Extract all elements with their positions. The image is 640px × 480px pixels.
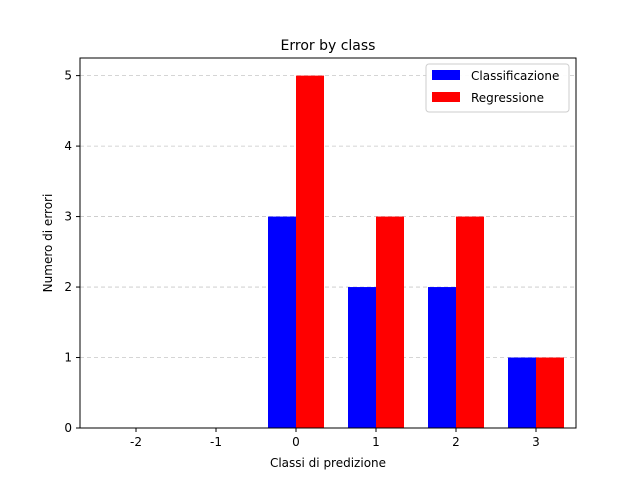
bar-classificazione-2	[428, 287, 456, 428]
x-tick-label: -1	[210, 435, 222, 449]
y-axis-label: Numero di errori	[41, 194, 55, 293]
legend-label-regressione: Regressione	[471, 91, 544, 105]
x-axis-label: Classi di predizione	[270, 456, 386, 470]
bar-regressione-0	[296, 75, 324, 428]
bar-classificazione-0	[268, 216, 296, 428]
y-tick-label: 5	[64, 69, 72, 83]
x-axis-ticks: -2 -1 0 1 2 3	[130, 428, 540, 449]
y-axis-ticks: 0 1 2 3 4 5	[64, 69, 80, 435]
bar-regressione-2	[456, 216, 484, 428]
chart-title: Error by class	[281, 38, 376, 54]
x-tick-label: 3	[532, 435, 540, 449]
x-tick-label: 0	[292, 435, 300, 449]
bar-regressione-3	[536, 357, 564, 428]
legend-swatch-regressione	[432, 92, 460, 102]
y-tick-label: 3	[64, 210, 72, 224]
y-tick-label: 2	[64, 280, 72, 294]
legend: Classificazione Regressione	[425, 63, 570, 113]
bars	[268, 75, 564, 428]
x-tick-label: 2	[452, 435, 460, 449]
legend-label-classificazione: Classificazione	[471, 69, 559, 83]
plot-frame	[79, 57, 577, 429]
legend-box	[425, 63, 570, 113]
legend-swatch-classificazione	[432, 70, 460, 80]
y-tick-label: 1	[64, 351, 72, 365]
y-tick-label: 0	[64, 421, 72, 435]
bar-regressione-1	[376, 216, 404, 428]
x-tick-label: 1	[372, 435, 380, 449]
y-tick-label: 4	[64, 139, 72, 153]
bar-classificazione-3	[508, 357, 536, 428]
bar-classificazione-1	[348, 287, 376, 428]
x-tick-label: -2	[130, 435, 142, 449]
